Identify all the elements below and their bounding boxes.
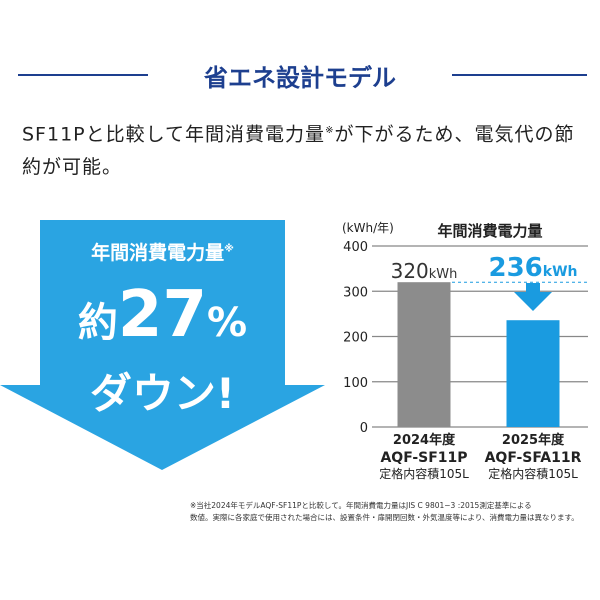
- y-tick-label: 300: [343, 285, 368, 300]
- badge-label: 年間消費電力量※: [91, 242, 234, 264]
- bar: [506, 320, 560, 427]
- y-tick-label: 100: [343, 376, 368, 391]
- y-tick-label: 0: [360, 421, 368, 436]
- badge-value: 約27%: [77, 278, 248, 352]
- x-tick-year: 2024年度: [393, 432, 456, 448]
- y-tick-label: 400: [343, 240, 368, 255]
- title-rule-left: [18, 74, 148, 76]
- footnote: ※当社2024年モデルAQF-SF11Pと比較して。年間消費電力量はJIS C …: [190, 500, 595, 524]
- x-tick-capacity: 定格内容積105L: [488, 466, 578, 481]
- footnote-line: ※当社2024年モデルAQF-SF11Pと比較して。年間消費電力量はJIS C …: [190, 501, 532, 510]
- bar: [397, 282, 451, 427]
- chart-title: 年間消費電力量: [437, 222, 542, 240]
- lead-text: SF11Pと比較して年間消費電力量※が下がるため、電気代の節約が可能。: [22, 123, 575, 179]
- page-title: 省エネ設計モデル: [204, 64, 396, 92]
- down-arrow-icon: [514, 283, 552, 311]
- y-axis-label: (kWh/年): [342, 221, 394, 235]
- footnote-line: 数値。実際に各家庭で使用された場合には、設置条件・扉開閉回数・外気温度等により、…: [190, 513, 579, 522]
- x-tick-model: AQF-SF11P: [380, 450, 467, 466]
- x-tick-model: AQF-SFA11R: [485, 450, 582, 466]
- data-label: 320kWh: [391, 259, 458, 283]
- data-label: 236kWh: [488, 253, 577, 283]
- x-tick-capacity: 定格内容積105L: [379, 466, 469, 481]
- x-tick-year: 2025年度: [502, 432, 565, 448]
- title-rule-right: [452, 74, 587, 76]
- badge-suffix: ダウン!: [89, 369, 236, 418]
- y-tick-label: 200: [343, 331, 368, 346]
